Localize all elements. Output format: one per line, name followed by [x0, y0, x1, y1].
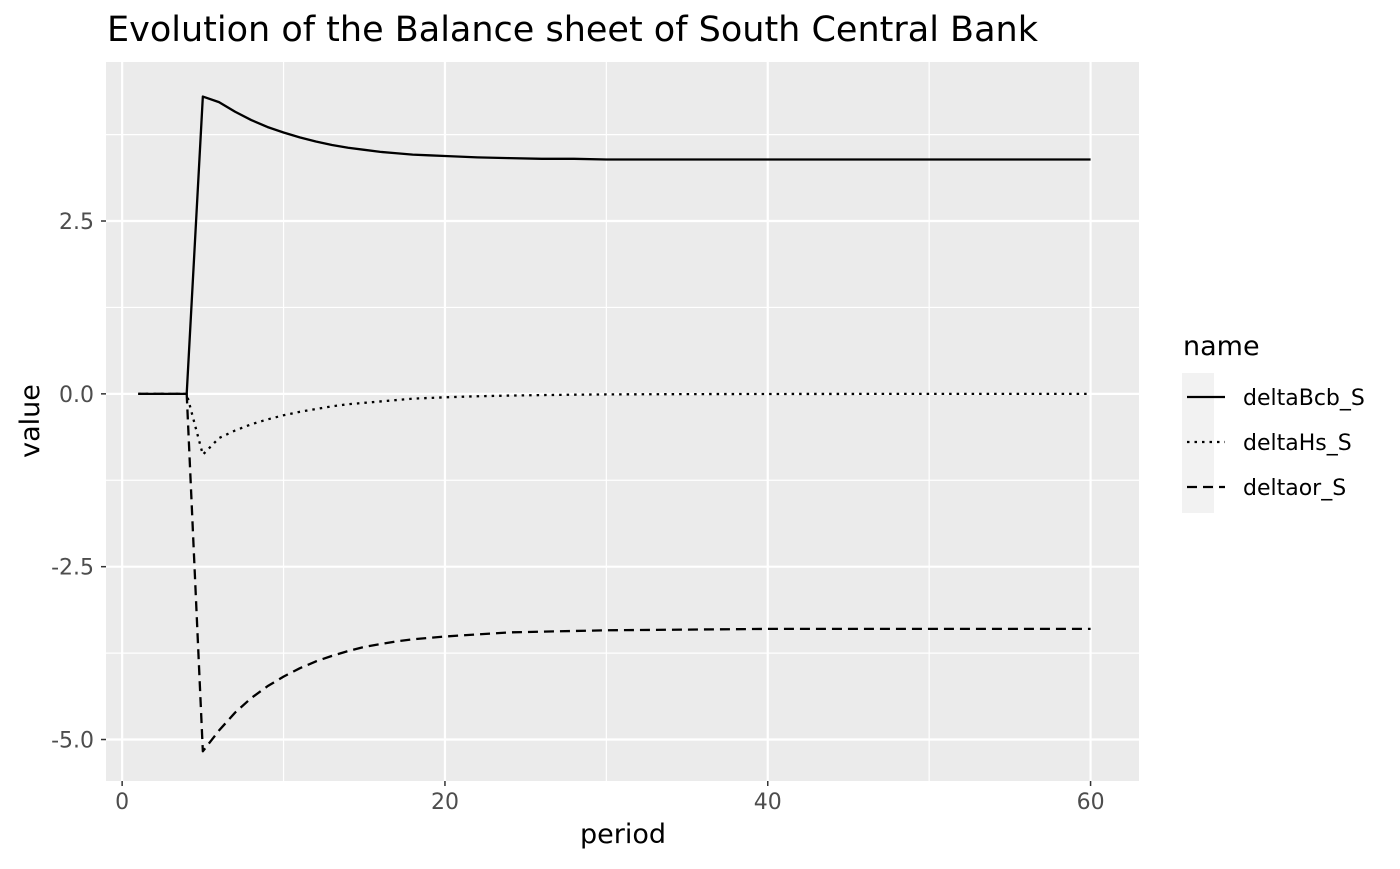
legend-label-deltaBcb_S: deltaBcb_S [1243, 386, 1365, 411]
y-tick-label-2: 0.0 [59, 383, 94, 408]
legend-label-deltaHs_S: deltaHs_S [1243, 431, 1352, 456]
series-line-deltaHs_S [138, 392, 1091, 456]
y-tick-label-1: -2.5 [51, 556, 94, 581]
legend-title: name [1183, 331, 1260, 362]
plot-panel [106, 62, 1139, 781]
x-tick-label-3: 60 [1077, 790, 1105, 815]
x-tick-label-2: 40 [754, 790, 782, 815]
series-layer [138, 95, 1091, 753]
grid-layer [106, 62, 1139, 781]
y-axis-title: value [15, 384, 46, 458]
series-line-deltaBcb_S [138, 95, 1091, 395]
axes-layer: 0 20 40 60 -5.0 -2.5 0.0 2.5 [51, 210, 1105, 815]
series-line-deltaor_S [138, 392, 1091, 753]
x-tick-label-1: 20 [431, 790, 459, 815]
legend-items: deltaBcb_S deltaHs_S deltaor_S [1187, 386, 1365, 501]
legend: name deltaBcb_S deltaHs_S deltaor_S [1182, 331, 1365, 513]
legend-label-deltaor_S: deltaor_S [1243, 476, 1346, 501]
y-tick-label-0: -5.0 [51, 729, 94, 754]
legend-key-background [1182, 373, 1214, 513]
chart-title: Evolution of the Balance sheet of South … [107, 10, 1039, 50]
x-axis-title: period [580, 819, 666, 850]
x-tick-label-0: 0 [115, 790, 129, 815]
y-tick-label-3: 2.5 [59, 210, 94, 235]
